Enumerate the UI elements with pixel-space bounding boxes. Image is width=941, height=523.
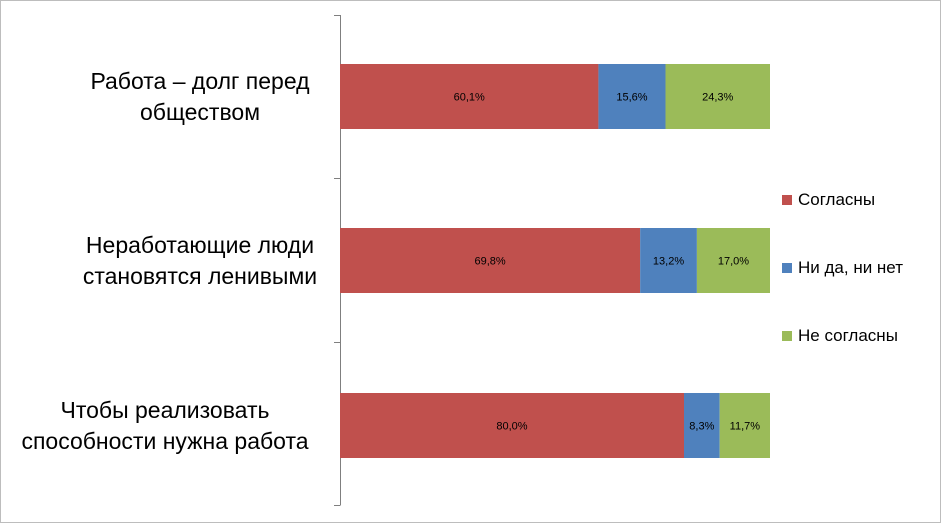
category-label: Работа – долг перед обществом bbox=[90, 68, 310, 125]
bar-segment bbox=[340, 228, 641, 293]
data-label: 24,3% bbox=[702, 92, 733, 104]
data-label: 69,8% bbox=[474, 256, 505, 268]
category-label: Чтобы реализовать способности нужна рабо… bbox=[21, 397, 309, 454]
legend-swatch bbox=[782, 195, 792, 205]
bar-segment bbox=[340, 393, 684, 458]
legend-swatch bbox=[782, 331, 792, 341]
legend-swatch bbox=[782, 263, 792, 273]
data-label: 60,1% bbox=[454, 92, 485, 104]
bar-segment bbox=[684, 393, 720, 458]
bar-segment bbox=[696, 228, 770, 293]
legend-label: Ни да, ни нет bbox=[798, 258, 903, 277]
data-label: 8,3% bbox=[689, 421, 714, 433]
data-label: 80,0% bbox=[496, 421, 527, 433]
legend-label: Не согласны bbox=[798, 326, 898, 345]
bar-segment bbox=[665, 64, 770, 129]
legend-label: Согласны bbox=[798, 190, 876, 209]
bar-segment bbox=[640, 228, 697, 293]
bar-segment bbox=[598, 64, 666, 129]
bar-segment bbox=[719, 393, 770, 458]
data-label: 11,7% bbox=[730, 421, 761, 433]
data-label: 13,2% bbox=[653, 256, 684, 268]
category-label: Неработающие люди становятся ленивыми bbox=[82, 232, 318, 289]
bar-segment bbox=[340, 64, 599, 129]
data-label: 17,0% bbox=[718, 256, 749, 268]
data-label: 15,6% bbox=[616, 92, 647, 104]
